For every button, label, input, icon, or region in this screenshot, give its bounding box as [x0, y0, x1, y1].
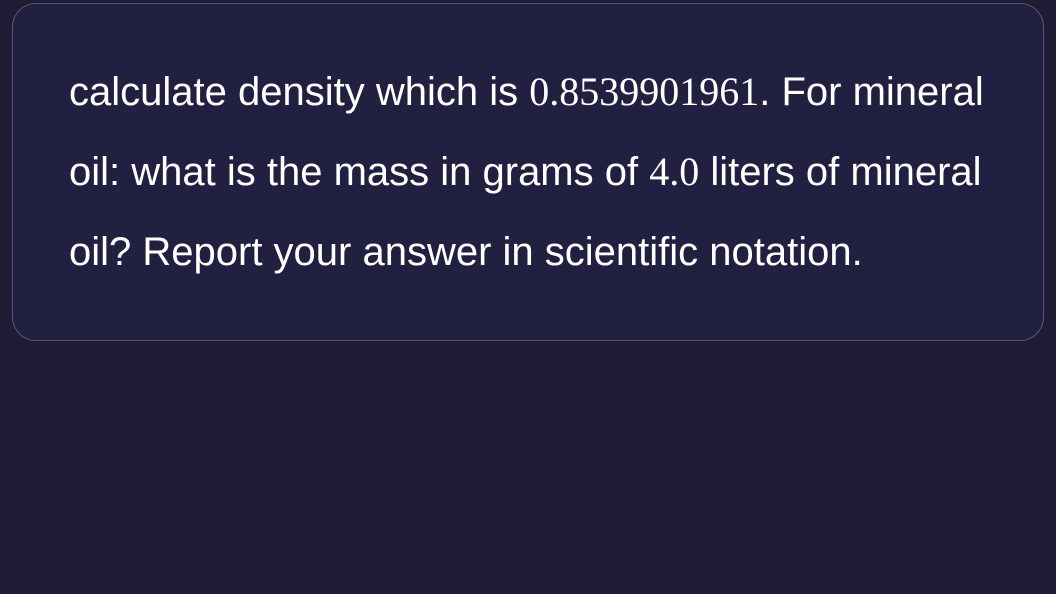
text-segment-1: calculate density which is	[69, 70, 518, 114]
density-value: 0.8539901961	[529, 69, 759, 114]
question-card: calculate density which is 0.8539901961.…	[12, 3, 1044, 341]
question-text: calculate density which is 0.8539901961.…	[69, 52, 987, 292]
text-segment-2: .	[759, 70, 781, 114]
volume-value: 4.0	[649, 149, 699, 194]
